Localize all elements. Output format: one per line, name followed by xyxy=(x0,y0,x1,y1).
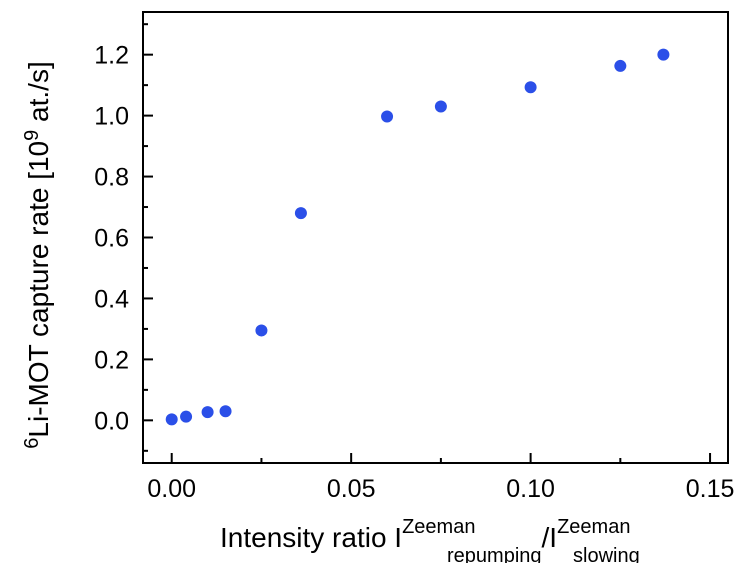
data-point xyxy=(381,110,394,123)
y-label-tail: at./s] xyxy=(23,61,54,129)
plot-area xyxy=(142,11,729,464)
y-tick-label: 1.2 xyxy=(94,42,129,70)
data-point xyxy=(524,81,537,94)
x-label-sup-2: Zeeman xyxy=(557,516,630,538)
data-point xyxy=(165,413,178,426)
y-tick-label: 0.6 xyxy=(94,225,129,253)
data-points xyxy=(165,48,670,426)
x-tick-label: 0.00 xyxy=(147,475,196,503)
x-label-sup-1: Zeeman xyxy=(402,516,475,538)
x-tick-label: 0.10 xyxy=(506,475,555,503)
y-axis: 0.0 0.2 0.4 0.6 0.8 1.0 1.2 xyxy=(94,23,153,452)
y-tick-label: 0.8 xyxy=(94,164,129,192)
y-label-exponent: 9 xyxy=(21,130,43,141)
data-point xyxy=(657,48,670,61)
x-label-sub-1: repumping xyxy=(447,545,542,563)
y-tick-label: 0.0 xyxy=(94,407,129,435)
data-point xyxy=(180,410,193,423)
y-tick-label: 0.4 xyxy=(94,285,129,313)
data-point xyxy=(255,324,268,337)
x-label-mid: /I xyxy=(542,522,558,553)
x-tick-label: 0.15 xyxy=(686,475,735,503)
x-label-main: Intensity ratio I xyxy=(220,522,402,553)
data-point xyxy=(614,59,627,72)
data-point xyxy=(294,207,307,220)
data-point xyxy=(219,405,232,418)
y-tick-label: 0.2 xyxy=(94,346,129,374)
y-tick-label: 1.0 xyxy=(94,103,129,131)
y-label-isotope: 6 xyxy=(21,438,43,449)
y-label-main: Li-MOT capture rate [10 xyxy=(23,141,54,438)
x-axis-label: Intensity ratio IZeeman repumping/IZeeman… xyxy=(220,516,640,563)
x-axis: 0.00 0.05 0.10 0.15 xyxy=(147,453,734,503)
plot-frame xyxy=(142,11,729,464)
y-axis-label: 6Li-MOT capture rate [109 at./s] xyxy=(21,61,54,448)
data-point xyxy=(201,406,214,419)
x-tick-label: 0.05 xyxy=(327,475,376,503)
x-label-sub-2: slowing xyxy=(573,545,640,563)
data-point xyxy=(434,100,447,113)
